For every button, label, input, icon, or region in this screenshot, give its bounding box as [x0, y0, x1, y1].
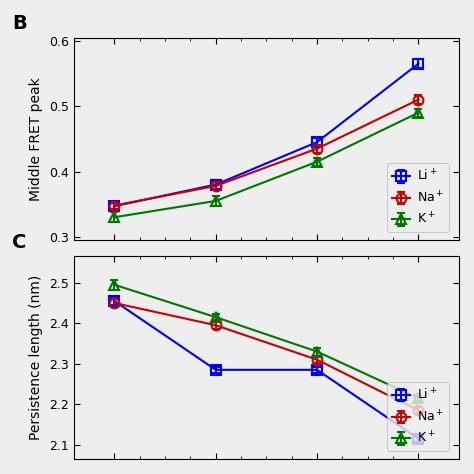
Text: B: B: [12, 14, 27, 34]
Y-axis label: Persistence length (nm): Persistence length (nm): [29, 275, 44, 440]
Legend: Li$^+$, Na$^+$, K$^+$: Li$^+$, Na$^+$, K$^+$: [387, 164, 449, 232]
Y-axis label: Middle FRET peak: Middle FRET peak: [29, 77, 43, 201]
Text: C: C: [12, 233, 27, 252]
Legend: Li$^+$, Na$^+$, K$^+$: Li$^+$, Na$^+$, K$^+$: [387, 383, 449, 451]
